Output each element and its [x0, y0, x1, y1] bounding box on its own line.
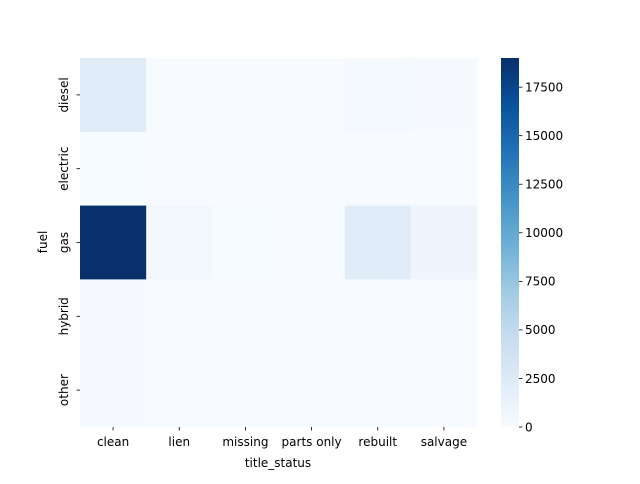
- heatmap-cell-other-missing: [212, 353, 279, 428]
- colorbar-tick-label: 17500: [525, 80, 563, 94]
- x-tick-label: salvage: [421, 435, 467, 449]
- heatmap-cell-electric-salvage: [410, 131, 478, 207]
- heatmap-cell-diesel-parts-only: [278, 58, 346, 133]
- y-tick-label: diesel: [57, 77, 71, 112]
- colorbar-tick-label: 0: [525, 420, 533, 434]
- heatmap-cell-gas-clean: [80, 205, 147, 280]
- heatmap-cell-diesel-salvage: [410, 58, 478, 133]
- heatmap-cell-gas-lien: [146, 205, 213, 280]
- heatmap-cell-other-salvage: [410, 353, 478, 428]
- heatmap-cell-gas-rebuilt: [344, 205, 412, 280]
- colorbar-tick-label: 7500: [525, 275, 556, 289]
- heatmap-cell-diesel-lien: [146, 58, 213, 133]
- y-tick-label: other: [57, 374, 71, 406]
- x-tick-label: parts only: [282, 435, 342, 449]
- colorbar-tick-label: 12500: [525, 178, 563, 192]
- colorbar-tick-label: 5000: [525, 323, 556, 337]
- heatmap-cell-hybrid-missing: [212, 279, 279, 354]
- y-axis-ticks: diesel electric gas hybrid other: [57, 77, 80, 406]
- heatmap-cells: [80, 58, 478, 428]
- heatmap-cell-hybrid-lien: [146, 279, 213, 354]
- heatmap-cell-other-parts-only: [278, 353, 346, 428]
- x-axis-ticks: clean lien missing parts only rebuilt salvage: [97, 427, 467, 449]
- colorbar-gradient: [501, 58, 519, 427]
- x-tick-label: clean: [97, 435, 129, 449]
- heatmap-cell-other-rebuilt: [344, 353, 412, 428]
- heatmap-cell-electric-missing: [212, 131, 279, 207]
- heatmap-cell-hybrid-salvage: [410, 279, 478, 354]
- heatmap-cell-diesel-rebuilt: [344, 58, 412, 133]
- heatmap-cell-electric-parts-only: [278, 131, 346, 207]
- heatmap-cell-electric-rebuilt: [344, 131, 412, 207]
- x-tick-label: rebuilt: [358, 435, 397, 449]
- colorbar-tick-label: 10000: [525, 226, 563, 240]
- y-tick-label: gas: [57, 232, 71, 253]
- heatmap-cell-other-lien: [146, 353, 213, 428]
- heatmap-cell-electric-clean: [80, 131, 147, 207]
- heatmap-cell-other-clean: [80, 353, 147, 428]
- heatmap-cell-hybrid-parts-only: [278, 279, 346, 354]
- heatmap-cell-hybrid-rebuilt: [344, 279, 412, 354]
- x-axis-label: title_status: [245, 456, 311, 470]
- colorbar-tick-label: 2500: [525, 372, 556, 386]
- colorbar: 0 2500 5000 7500 10000 12500 15000 17500: [501, 58, 563, 434]
- heatmap-cell-diesel-missing: [212, 58, 279, 133]
- heatmap-cell-hybrid-clean: [80, 279, 147, 354]
- heatmap-cell-gas-missing: [212, 205, 279, 280]
- y-axis-label: fuel: [36, 231, 50, 254]
- y-tick-label: hybrid: [57, 297, 71, 335]
- x-tick-label: missing: [222, 435, 268, 449]
- heatmap-cell-electric-lien: [146, 131, 213, 207]
- heatmap-cell-diesel-clean: [80, 58, 147, 133]
- heatmap-cell-gas-parts-only: [278, 205, 346, 280]
- x-tick-label: lien: [168, 435, 190, 449]
- colorbar-tick-label: 15000: [525, 129, 563, 143]
- y-tick-label: electric: [57, 147, 71, 191]
- heatmap-cell-gas-salvage: [410, 205, 478, 280]
